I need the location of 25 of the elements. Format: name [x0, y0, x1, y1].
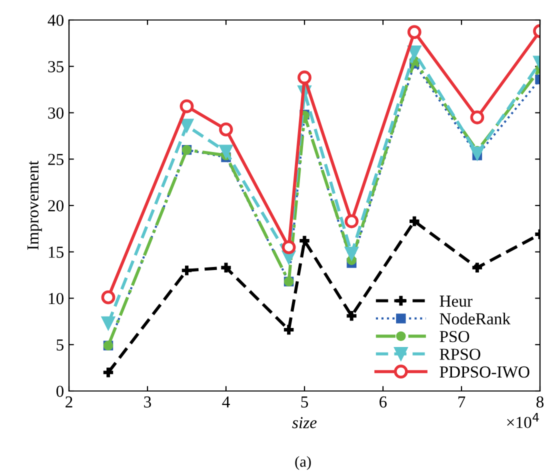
legend-label: RPSO	[440, 348, 480, 360]
y-tick-label: 30	[48, 107, 64, 119]
x-tick-label: 7	[458, 396, 466, 408]
text: ×10$^{4}$	[507, 413, 539, 428]
x-tick-label: 2	[66, 396, 72, 408]
legend-label: PSO	[440, 330, 470, 342]
y-tick-label: 5	[56, 339, 64, 351]
y-tick-label: 40	[48, 14, 64, 26]
y-tick-label: 20	[48, 200, 64, 212]
y-tick-label: 25	[48, 154, 64, 166]
y-tick-label: 10	[48, 292, 64, 304]
x-tick-label: 6	[380, 396, 387, 408]
x-tick-label: 5	[301, 396, 308, 408]
text: (a)	[295, 456, 311, 470]
legend-label: PDPSO-IWO	[440, 366, 530, 378]
x-axis-title: size	[292, 417, 317, 428]
y-tick-label: 35	[48, 61, 64, 72]
x-tick-label: 3	[144, 396, 152, 408]
x-tick-label: 8	[536, 396, 544, 408]
legend-label: NodeRank	[440, 312, 511, 324]
y-tick-label: 15	[48, 246, 64, 258]
x-tick-label: 4	[222, 396, 230, 408]
legend-label: Heur	[440, 296, 472, 307]
y-tick-label: 0	[56, 386, 64, 397]
y-axis-title: Improvement	[27, 160, 42, 250]
